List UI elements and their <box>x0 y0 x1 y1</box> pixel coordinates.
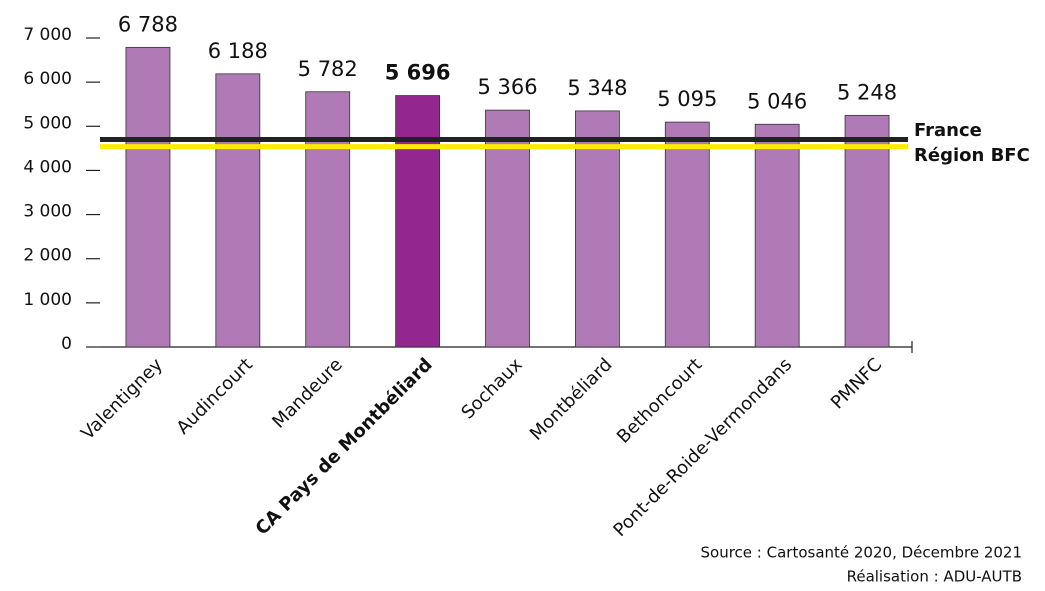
x-tick-label: Pont-de-Roide-Vermondans <box>609 354 796 541</box>
reference-label: France <box>914 120 982 141</box>
bar <box>305 91 351 348</box>
x-tick-label: Montbéliard <box>526 354 617 445</box>
credit: Réalisation : ADU-AUTB <box>847 568 1022 586</box>
x-tick-label: Valentigney <box>77 354 167 444</box>
y-tick-label: 0 <box>61 334 72 354</box>
reference-label: Région BFC <box>914 145 1030 166</box>
value-label: 5 046 <box>747 89 807 113</box>
y-tick-label: 2 000 <box>23 246 72 266</box>
y-tick-label: 6 000 <box>23 69 72 89</box>
source: Source : Cartosanté 2020, Décembre 2021 <box>701 544 1023 562</box>
x-tick-label: Audincourt <box>173 354 257 438</box>
value-label: 5 248 <box>837 80 897 104</box>
value-label: 6 788 <box>118 12 178 36</box>
bar <box>844 114 890 348</box>
value-label: 5 366 <box>477 75 537 99</box>
bar <box>125 46 171 348</box>
x-tick-label: CA Pays de Montbéliard <box>252 354 437 539</box>
bar <box>664 121 710 348</box>
value-label: 5 095 <box>657 87 717 111</box>
bar <box>485 109 530 348</box>
y-tick-label: 3 000 <box>23 202 72 222</box>
y-tick-label: 5 000 <box>23 113 72 133</box>
value-label: 5 782 <box>298 57 358 81</box>
bar <box>215 73 261 348</box>
y-tick-label: 4 000 <box>23 157 72 177</box>
y-tick-label: 1 000 <box>23 290 72 310</box>
value-label: 5 696 <box>385 61 451 85</box>
y-tick-label: 7 000 <box>23 25 72 45</box>
bar <box>395 95 441 348</box>
x-tick-label: Sochaux <box>457 354 526 423</box>
x-tick-label: Bethoncourt <box>613 354 706 447</box>
x-tick-label: Mandeure <box>268 354 346 432</box>
bar <box>574 110 620 348</box>
value-label: 6 188 <box>208 39 268 63</box>
value-label: 5 348 <box>567 76 627 100</box>
bar <box>754 123 800 348</box>
x-tick-label: PMNFC <box>827 354 886 413</box>
